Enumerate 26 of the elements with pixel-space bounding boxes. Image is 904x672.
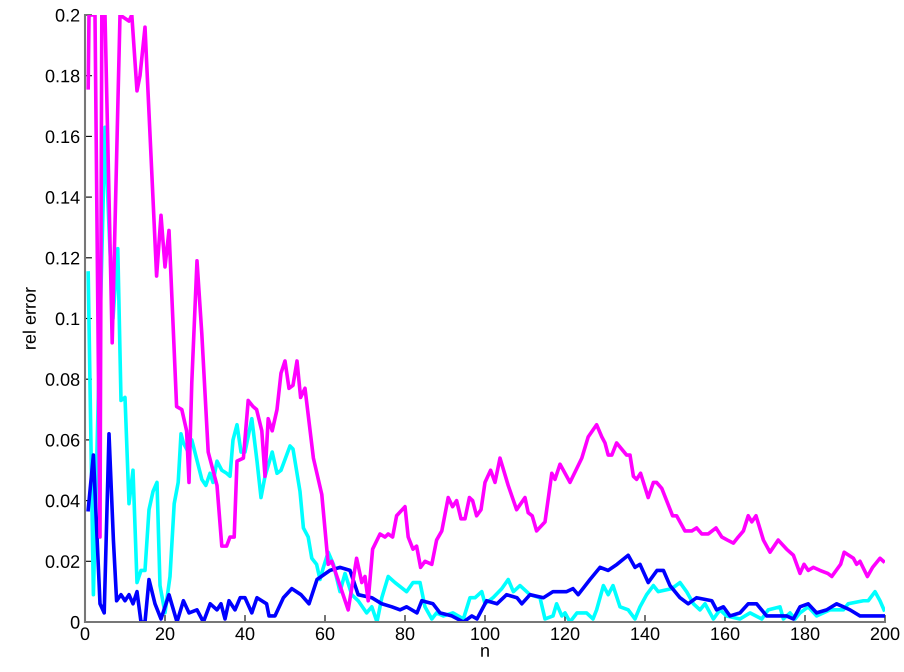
x-tick-label: 200 bbox=[870, 627, 900, 640]
y-tick-label: 0.12 bbox=[46, 252, 80, 265]
x-tick-label: 140 bbox=[631, 627, 660, 640]
x-tick-label: 80 bbox=[396, 627, 414, 640]
y-tick-label: 0.16 bbox=[46, 130, 80, 144]
x-tick-label: 40 bbox=[235, 627, 254, 640]
x-tick-label: 100 bbox=[471, 627, 500, 640]
line-series bbox=[86, 15, 885, 612]
x-tick-label: 0 bbox=[80, 627, 90, 640]
y-axis-title: rel error bbox=[22, 287, 36, 349]
y-tick-label: 0.04 bbox=[46, 494, 80, 508]
y-tick-label: 0.18 bbox=[46, 70, 80, 82]
y-tick-label: 0.02 bbox=[46, 555, 80, 568]
x-tick-label: 20 bbox=[156, 627, 174, 640]
y-tick-label: 0.1 bbox=[56, 312, 80, 326]
y-tick-label: 0.2 bbox=[56, 8, 80, 22]
x-axis-title: n bbox=[481, 647, 489, 657]
x-tick-label: 60 bbox=[316, 627, 334, 640]
x-tick-label: 160 bbox=[711, 627, 740, 640]
y-tick-label: 0.08 bbox=[46, 373, 80, 386]
y-tick-label: 0 bbox=[70, 616, 80, 629]
line-series bbox=[86, 432, 885, 622]
x-tick-label: 120 bbox=[551, 627, 580, 640]
y-tick-label: 0.06 bbox=[46, 434, 80, 447]
x-tick-label: 180 bbox=[791, 627, 820, 640]
y-tick-label: 0.14 bbox=[46, 191, 80, 204]
